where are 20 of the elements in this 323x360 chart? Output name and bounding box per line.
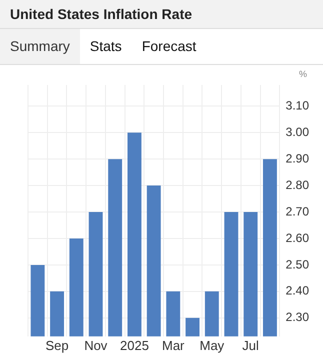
y-tick-label: 2.80 (286, 178, 310, 192)
y-tick-label: 3.10 (286, 98, 310, 112)
y-tick-label: 2.70 (286, 204, 310, 218)
text: Forecast (140, 37, 198, 56)
text: Summary (0, 29, 80, 64)
x-tick-label: Nov (84, 338, 108, 353)
x-tick-label: May (200, 338, 225, 353)
y-tick-label: 2.40 (286, 284, 310, 298)
x-tick-label: Jul (242, 338, 260, 353)
y-tick-label: 2.50 (286, 257, 310, 272)
y-tick-label: 2.60 (286, 230, 310, 245)
y-axis-title: % (298, 69, 307, 79)
y-tick-label: 3.00 (286, 124, 310, 139)
x-tick-label: 2025 (120, 338, 149, 353)
y-tick-label: 2.90 (286, 151, 310, 166)
x-tick-label: Mar (162, 338, 186, 353)
text: Stats (88, 37, 123, 56)
y-tick-label: 2.30 (286, 310, 310, 324)
x-tick-label: Sep (45, 338, 69, 353)
chart-title: United States Inflation Rate (0, 0, 323, 29)
